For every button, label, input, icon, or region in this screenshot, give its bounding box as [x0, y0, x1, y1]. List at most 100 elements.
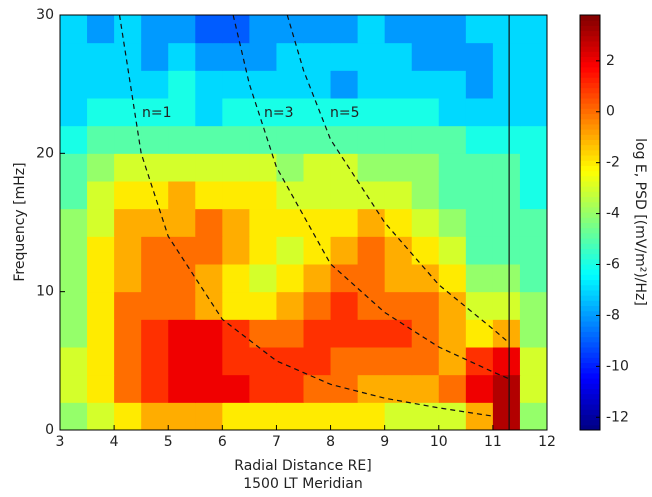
heatmap-cell	[519, 125, 548, 154]
heatmap-cell	[492, 15, 521, 44]
heatmap-cell	[87, 98, 115, 127]
colorbar-segment	[580, 326, 600, 332]
heatmap-cell	[276, 42, 304, 71]
heatmap-cell	[87, 347, 115, 376]
colorbar-segment	[580, 352, 600, 358]
heatmap-cell	[87, 208, 115, 237]
heatmap-cell	[357, 15, 386, 44]
heatmap-cell	[60, 264, 88, 293]
heatmap-cell	[114, 319, 142, 348]
colorbar-tick-label: -4	[606, 206, 620, 222]
heatmap-cell	[492, 181, 521, 210]
heatmap-cell	[384, 347, 413, 376]
heatmap-cell	[519, 42, 548, 71]
heatmap-cell	[411, 264, 440, 293]
heatmap-cell	[384, 208, 413, 237]
heatmap-cell	[168, 208, 196, 237]
heatmap-cell	[222, 98, 250, 127]
heatmap-cell	[222, 181, 250, 210]
heatmap-cell	[195, 125, 223, 154]
x-tick-label: 10	[430, 434, 448, 450]
colorbar-segment	[580, 321, 600, 327]
heatmap-cell	[249, 98, 277, 127]
colorbar-segment	[580, 238, 600, 244]
heatmap-cell	[465, 236, 494, 265]
heatmap-cell	[249, 347, 277, 376]
heatmap-cell	[60, 153, 88, 182]
colorbar-segment	[580, 186, 600, 192]
heatmap-cell	[411, 181, 440, 210]
x-tick-label: 12	[538, 434, 556, 450]
colorbar-segment	[580, 72, 600, 78]
heatmap-cell	[438, 208, 467, 237]
heatmap-cell	[60, 374, 88, 403]
heatmap-cell	[303, 319, 332, 348]
colorbar-segment	[580, 409, 600, 415]
heatmap-cell	[276, 347, 304, 376]
heatmap-cell	[168, 236, 196, 265]
heatmap-cell	[303, 291, 332, 320]
colorbar-label: log E, PSD [(mV/m²)/Hz]	[632, 138, 648, 306]
colorbar-tick-label: -6	[606, 257, 620, 273]
heatmap-cell	[465, 347, 494, 376]
heatmap-cell	[519, 98, 548, 127]
colorbar-segment	[580, 362, 600, 369]
heatmap-cell	[465, 181, 494, 210]
heatmap-cell	[303, 374, 332, 403]
heatmap-cell	[114, 42, 142, 71]
colorbar-segment	[580, 248, 600, 255]
colorbar-segment	[580, 310, 600, 317]
curve-label: n=1	[142, 105, 172, 121]
heatmap-cell	[87, 70, 115, 99]
colorbar-segment	[580, 227, 600, 234]
heatmap-cell	[384, 153, 413, 182]
heatmap-cell	[195, 374, 223, 403]
heatmap-cell	[357, 153, 386, 182]
heatmap-cell	[384, 70, 413, 99]
colorbar-segment	[580, 398, 600, 405]
heatmap-cell	[195, 347, 223, 376]
heatmap-cell	[465, 153, 494, 182]
heatmap-cell	[114, 153, 142, 182]
heatmap-cell	[141, 208, 169, 237]
colorbar-tick-label: -10	[606, 358, 629, 374]
heatmap-cell	[141, 236, 169, 265]
heatmap-cell	[87, 125, 115, 154]
colorbar-segment	[580, 149, 600, 156]
colorbar-segment	[580, 144, 600, 151]
heatmap-cell	[384, 319, 413, 348]
colorbar-frame	[579, 14, 601, 431]
heatmap-cell	[60, 181, 88, 210]
colorbar-segment	[580, 274, 600, 281]
heatmap-cell	[465, 374, 494, 403]
heatmap-cell	[330, 42, 359, 71]
colorbar-segment	[580, 113, 600, 120]
colorbar-segment	[580, 284, 600, 291]
heatmap-cell	[438, 402, 467, 431]
heatmap-cell	[87, 319, 115, 348]
heatmap-cell	[195, 402, 223, 431]
heatmap-cell	[330, 125, 359, 154]
colorbar-segment	[580, 134, 600, 140]
colorbar-segment	[580, 258, 600, 265]
heatmap-cell	[60, 42, 88, 71]
heatmap-cell	[357, 264, 386, 293]
heatmap-cell	[114, 208, 142, 237]
colorbar-tick-label: 2	[606, 53, 615, 69]
heatmap-cell	[330, 181, 359, 210]
heatmap-cell	[519, 236, 548, 265]
heatmap-cell	[438, 347, 467, 376]
heatmap-cell	[141, 319, 169, 348]
heatmap-cell	[87, 264, 115, 293]
heatmap-cell	[303, 236, 332, 265]
heatmap-cell	[222, 70, 250, 99]
heatmap-cell	[249, 264, 277, 293]
heatmap-cell	[438, 319, 467, 348]
heatmap-cell	[276, 402, 304, 431]
heatmap-cell	[357, 374, 386, 403]
colorbar-segment	[580, 393, 600, 400]
heatmap-cell	[411, 153, 440, 182]
heatmap-cell	[276, 236, 304, 265]
colorbar-tick-label: 0	[606, 104, 615, 120]
heatmap-cell	[276, 15, 304, 44]
